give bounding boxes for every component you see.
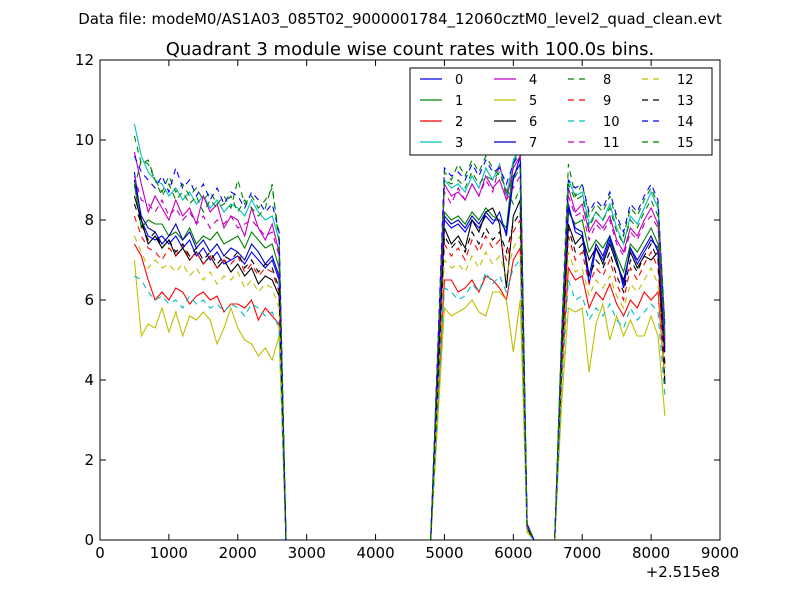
series-line-9 <box>133 215 666 541</box>
series-layer <box>133 123 666 541</box>
x-tick-label-7: 7000 <box>563 544 601 562</box>
chart-title: Quadrant 3 module wise count rates with … <box>166 39 655 60</box>
y-tick-label-5: 10 <box>75 131 94 149</box>
chart-suptitle: Data file: modeM0/AS1A03_085T02_90000017… <box>78 10 722 29</box>
y-tick-label-2: 4 <box>84 371 94 389</box>
legend-label-9: 9 <box>603 94 611 109</box>
x-tick-label-3: 3000 <box>288 544 326 562</box>
y-tick-label-1: 2 <box>84 451 94 469</box>
x-tick-label-1: 1000 <box>150 544 188 562</box>
series-line-10 <box>134 258 666 541</box>
x-tick-label-9: 9000 <box>701 544 739 562</box>
series-line-5 <box>133 259 666 541</box>
legend-label-7: 7 <box>529 136 537 151</box>
legend-label-10: 10 <box>603 115 620 130</box>
series-line-0 <box>133 155 666 541</box>
legend-label-3: 3 <box>455 136 463 151</box>
legend-frame <box>409 67 713 156</box>
y-tick-label-0: 0 <box>84 531 94 549</box>
series-line-14 <box>133 150 666 541</box>
legend-label-6: 6 <box>529 115 537 130</box>
x-tick-label-5: 5000 <box>425 544 463 562</box>
x-tick-label-8: 8000 <box>632 544 670 562</box>
series-line-8 <box>133 154 666 541</box>
ticks-layer: 0 1000 2000 3000 4000 5000 6000 7000 8000 9000 0 2 4… <box>75 51 739 562</box>
x-tick-label-0: 0 <box>95 544 105 562</box>
y-tick-label-4: 8 <box>84 211 94 229</box>
y-tick-label-3: 6 <box>84 291 94 309</box>
x-tick-label-6: 6000 <box>494 544 532 562</box>
y-tick-label-6: 12 <box>75 51 94 69</box>
series-line-12 <box>133 234 666 541</box>
series-line-11 <box>133 163 666 541</box>
x-tick-label-4: 4000 <box>356 544 394 562</box>
legend-label-0: 0 <box>455 73 463 88</box>
series-line-2 <box>133 243 666 541</box>
legend-label-2: 2 <box>455 115 463 130</box>
series-line-4 <box>133 151 666 541</box>
x-tick-label-2: 2000 <box>219 544 257 562</box>
legend-label-4: 4 <box>529 73 537 88</box>
legend-label-5: 5 <box>529 94 537 109</box>
legend-label-15: 15 <box>677 136 694 151</box>
legend-label-11: 11 <box>603 136 620 151</box>
legend-label-14: 14 <box>677 115 694 130</box>
legend-label-1: 1 <box>455 94 463 109</box>
legend-label-8: 8 <box>603 73 611 88</box>
legend-label-13: 13 <box>677 94 694 109</box>
x-offset-label: +2.515e8 <box>646 563 720 581</box>
legend-label-12: 12 <box>677 73 694 88</box>
series-line-7 <box>133 162 666 541</box>
